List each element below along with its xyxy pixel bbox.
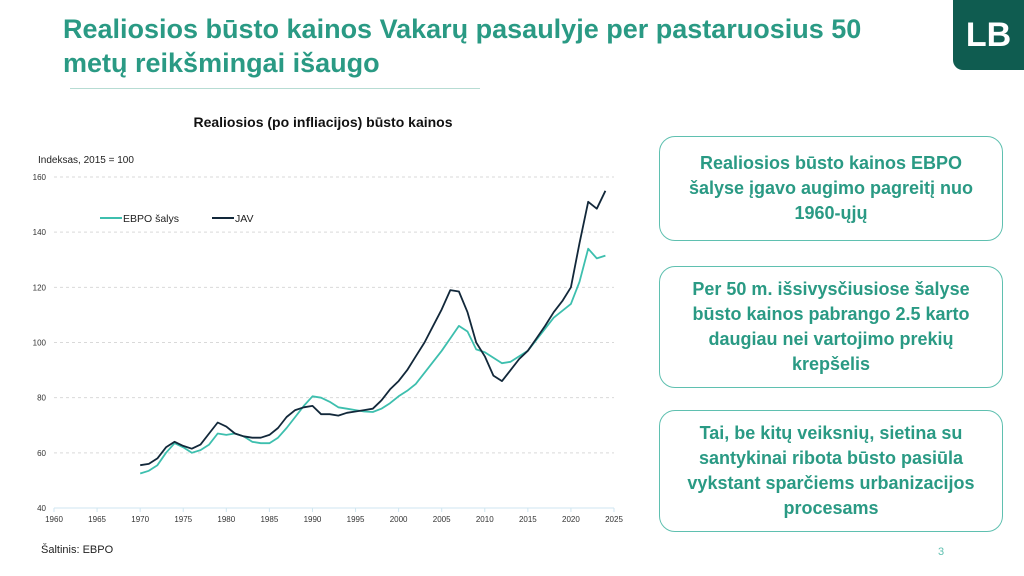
- x-tick-label: 2025: [605, 515, 623, 524]
- x-tick-label: 2005: [433, 515, 451, 524]
- slide-title: Realiosios būsto kainos Vakarų pasaulyje…: [63, 14, 862, 78]
- page-number: 3: [938, 546, 945, 558]
- bank-logo: LB: [953, 0, 1024, 70]
- x-tick-label: 1985: [260, 515, 278, 524]
- callout-3: Tai, be kitų veiksnių, sietina su santyk…: [659, 410, 1003, 532]
- y-tick-label: 40: [37, 504, 46, 513]
- callout-1: Realiosios būsto kainos EBPO šalyse įgav…: [659, 136, 1003, 241]
- series-line-ebpo: [139, 247, 606, 475]
- y-tick-label: 80: [37, 394, 46, 403]
- x-tick-label: 1965: [88, 515, 106, 524]
- y-tick-label: 120: [33, 283, 47, 292]
- x-tick-label: 1970: [131, 515, 149, 524]
- x-tick-label: 2020: [562, 515, 580, 524]
- legend: EBPO šalys JAV: [100, 213, 253, 225]
- logo-mark: LB: [965, 15, 1012, 54]
- x-tick-label: 1995: [347, 515, 365, 524]
- x-tick-label: 1990: [304, 515, 322, 524]
- line-chart: Indeksas, 2015 = 100 40 60 80 100 120 140 160 1…: [33, 155, 624, 524]
- callout-2: Per 50 m. išsivysčiusiose šalyse būsto k…: [659, 266, 1003, 388]
- x-tick-label: 1980: [217, 515, 235, 524]
- y-axis-label: Indeksas, 2015 = 100: [38, 155, 134, 166]
- x-tick-label: 2000: [390, 515, 408, 524]
- title-divider: [70, 88, 480, 89]
- series-line-jav: [140, 190, 607, 467]
- y-tick-label: 60: [37, 449, 46, 458]
- legend-label-ebpo: EBPO šalys: [123, 213, 179, 225]
- x-tick-label: 2015: [519, 515, 537, 524]
- source-note: Šaltinis: EBPO: [41, 544, 114, 556]
- y-tick-label: 100: [33, 339, 47, 348]
- x-tick-label: 1975: [174, 515, 192, 524]
- chart-title: Realiosios (po infliacijos) būsto kainos: [193, 114, 453, 130]
- x-tick-label: 1960: [45, 515, 63, 524]
- y-tick-label: 140: [33, 228, 47, 237]
- legend-label-jav: JAV: [235, 213, 253, 225]
- y-tick-label: 160: [33, 173, 47, 182]
- x-tick-label: 2010: [476, 515, 494, 524]
